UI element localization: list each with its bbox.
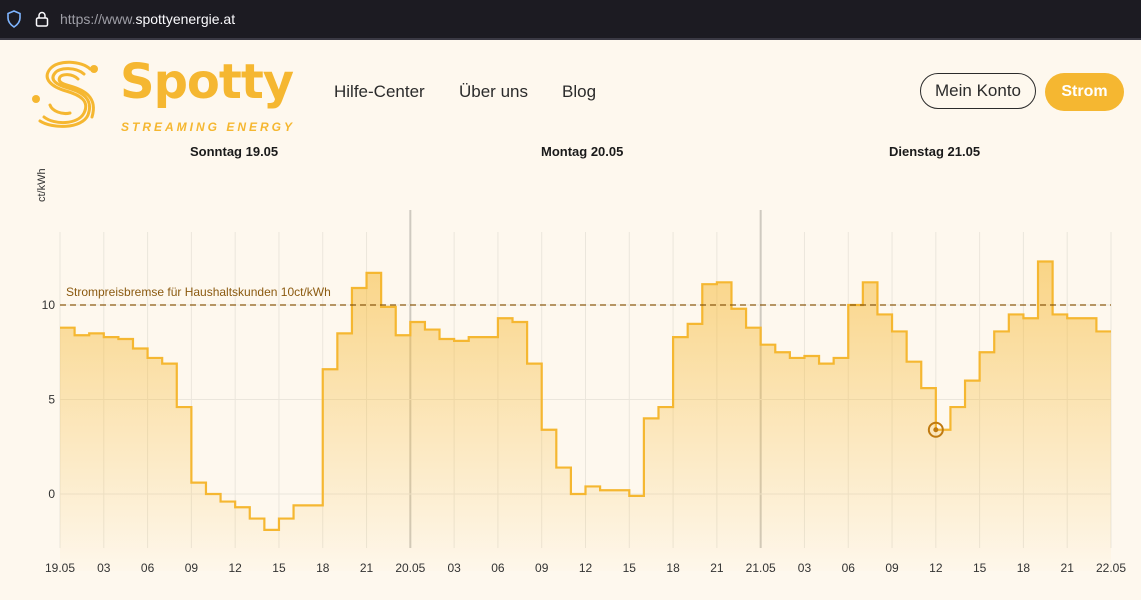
nav-hilfe-center[interactable]: Hilfe-Center (334, 82, 425, 101)
x-tick-label: 21 (360, 561, 374, 575)
price-chart[interactable]: Strompreisbremse für Haushaltskunden 10c… (0, 160, 1141, 600)
y-tick-label: 0 (48, 487, 55, 501)
reference-line-label: Strompreisbremse für Haushaltskunden 10c… (66, 285, 331, 299)
x-tick-label: 22.05 (1096, 561, 1126, 575)
strom-button[interactable]: Strom (1045, 73, 1124, 111)
x-tick-label: 03 (798, 561, 812, 575)
nav-ueber-uns[interactable]: Über uns (459, 82, 528, 101)
brand-name[interactable]: Spotty (120, 54, 294, 110)
x-tick-label: 19.05 (45, 561, 75, 575)
y-tick-label: 5 (48, 393, 55, 407)
x-tick-label: 12 (228, 561, 242, 575)
selected-point[interactable] (933, 427, 939, 433)
day-title-sunday: Sonntag 19.05 (190, 144, 279, 159)
x-tick-label: 06 (141, 561, 155, 575)
x-tick-label: 03 (97, 561, 111, 575)
x-tick-label: 12 (929, 561, 943, 575)
x-tick-label: 15 (272, 561, 286, 575)
x-tick-label: 15 (623, 561, 637, 575)
price-line (60, 260, 1111, 532)
x-tick-label: 21.05 (746, 561, 776, 575)
lock-icon[interactable] (34, 10, 50, 28)
x-tick-label: 18 (666, 561, 680, 575)
y-tick-label: 10 (42, 298, 56, 312)
brand-tagline: STREAMING ENERGY (121, 120, 296, 134)
x-tick-label: 20.05 (395, 561, 425, 575)
address-bar[interactable]: https://www.spottyenergie.at (60, 11, 236, 27)
selected-point-ring[interactable] (927, 421, 944, 438)
x-tick-label: 06 (842, 561, 856, 575)
x-tick-label: 06 (491, 561, 505, 575)
x-tick-label: 09 (885, 561, 899, 575)
x-tick-label: 15 (973, 561, 987, 575)
x-tick-label: 21 (710, 561, 724, 575)
day-title-monday: Montag 20.05 (541, 144, 624, 159)
shield-icon[interactable] (6, 10, 22, 28)
x-tick-label: 21 (1061, 561, 1075, 575)
x-tick-label: 09 (535, 561, 549, 575)
x-tick-label: 12 (579, 561, 593, 575)
browser-bar: https://www.spottyenergie.at (0, 0, 1141, 40)
x-tick-label: 09 (185, 561, 199, 575)
x-tick-label: 18 (316, 561, 330, 575)
x-tick-label: 03 (447, 561, 461, 575)
nav-blog[interactable]: Blog (562, 82, 597, 101)
spotty-logo-icon[interactable] (30, 55, 105, 133)
mein-konto-button[interactable]: Mein Konto (920, 73, 1036, 109)
day-title-tuesday: Dienstag 21.05 (889, 144, 981, 159)
x-tick-label: 18 (1017, 561, 1031, 575)
